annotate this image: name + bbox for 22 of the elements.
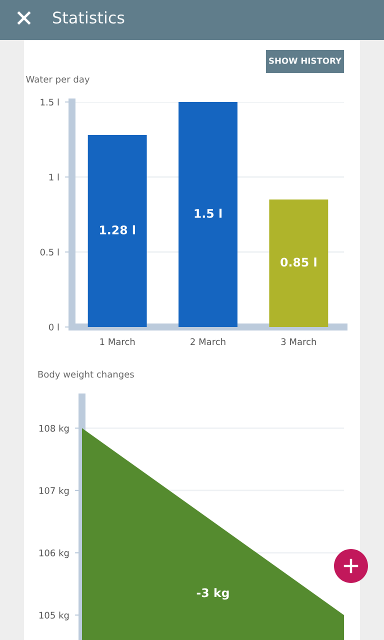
y-tick-label: 107 kg — [39, 487, 69, 496]
data-label: 1.5 l — [194, 208, 222, 218]
y-tick-label: 0 l — [48, 324, 59, 331]
data-label: 1.28 l — [100, 225, 135, 234]
x-tick-label: 1 March — [100, 338, 135, 346]
chart-title: Water per day — [26, 76, 90, 84]
y-tick-label: 0.5 l — [40, 248, 59, 256]
text: SHOW HISTORY — [269, 58, 342, 64]
chart-title: Body weight changes — [38, 370, 134, 380]
y-tick-label: 105 kg — [39, 612, 69, 620]
x-tick-label: 2 March — [190, 338, 226, 346]
y-tick-label: 1 l — [49, 174, 59, 180]
y-tick-label: 108 kg — [39, 424, 69, 434]
y-tick-label: 106 kg — [39, 549, 69, 558]
data-label: 0.85 l — [280, 258, 316, 267]
y-tick-label: 1.5 l — [40, 98, 59, 106]
text: Statistics — [53, 11, 124, 24]
bar — [178, 102, 238, 327]
annotation: -3 kg — [196, 588, 229, 600]
bar — [269, 200, 328, 327]
x-tick-label: 3 March — [281, 338, 316, 346]
bar — [88, 135, 147, 327]
